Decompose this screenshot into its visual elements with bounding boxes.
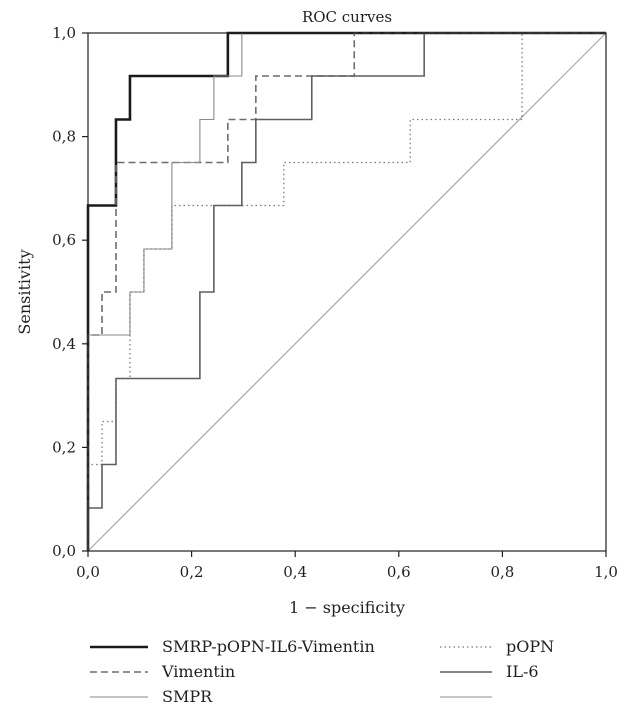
x-tick-label: 0,2 bbox=[180, 563, 204, 581]
series-line-smpr bbox=[87, 32, 606, 551]
legend: SMRP-pOPN-IL6-Vimentin Vimentin SMPR pOPN IL… bbox=[90, 637, 554, 706]
x-tick-label: 1,0 bbox=[594, 563, 618, 581]
legend-label-vimentin: Vimentin bbox=[161, 662, 235, 681]
legend-label-smpr: SMPR bbox=[162, 687, 213, 706]
x-tick-label: 0,8 bbox=[490, 563, 514, 581]
x-tick-label: 0,4 bbox=[283, 563, 307, 581]
series-line-reference bbox=[87, 32, 607, 552]
y-axis-label: Sensitivity bbox=[15, 249, 34, 334]
plot-frame bbox=[87, 32, 607, 552]
x-axis-label: 1 − specificity bbox=[289, 598, 405, 617]
y-tick-label: 0,4 bbox=[52, 335, 76, 353]
series-line-smrp-popn-il6-vimentin bbox=[86, 31, 606, 551]
x-tick-label: 0,0 bbox=[76, 563, 100, 581]
y-tick-label: 0,0 bbox=[52, 542, 76, 560]
x-tick-label: 0,6 bbox=[387, 563, 411, 581]
legend-label-smrp-popn-il6-vimentin: SMRP-pOPN-IL6-Vimentin bbox=[162, 637, 375, 656]
legend-label-il-6: IL-6 bbox=[506, 662, 539, 681]
plot-area bbox=[86, 31, 607, 552]
y-tick-label: 1,0 bbox=[52, 24, 76, 42]
y-tick-label: 0,8 bbox=[52, 128, 76, 146]
y-tick-label: 0,2 bbox=[52, 438, 76, 456]
y-tick-label: 0,6 bbox=[52, 231, 76, 249]
chart-title: ROC curves bbox=[302, 8, 392, 26]
legend-label-popn: pOPN bbox=[506, 637, 554, 656]
y-axis-ticks: 0,0 0,2 0,4 0,6 0,8 1,0 bbox=[52, 24, 88, 560]
series-line-il-6 bbox=[87, 32, 606, 551]
x-axis-ticks: 0,0 0,2 0,4 0,6 0,8 1,0 bbox=[76, 551, 618, 581]
